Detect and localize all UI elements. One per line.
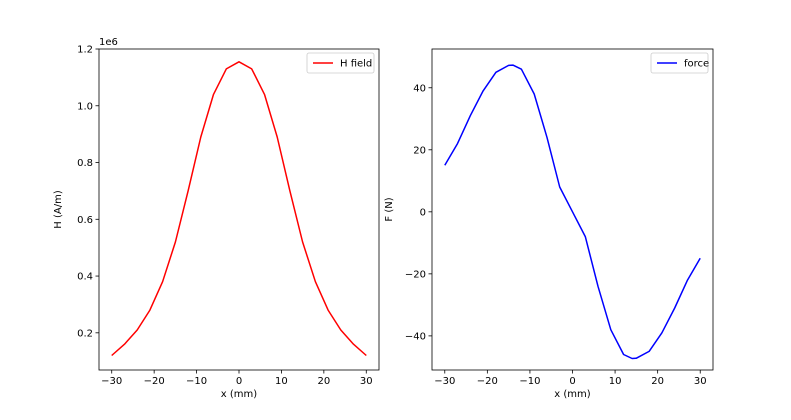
y-tick-label: 0.6 — [77, 215, 93, 226]
x-axis-label: x (mm) — [554, 389, 590, 400]
legend-box — [650, 52, 709, 74]
legend: force — [650, 52, 709, 74]
x-tick-label: 0 — [236, 376, 242, 387]
x-tick-label: 10 — [275, 376, 288, 387]
y-tick-label: 0.8 — [77, 158, 93, 169]
axes-frame — [431, 48, 714, 371]
subplot-1: −30 −20 −10 0 10 20 30 0.2 0.4 0.6 0.8 1.0 1.2 x (mm)… — [53, 37, 380, 400]
y-tick-label: −40 — [405, 331, 426, 342]
series-line-h-field — [111, 61, 367, 357]
series-line-force — [444, 64, 701, 360]
y-axis-label: F (N) — [384, 197, 395, 221]
x-tick-label: −30 — [101, 376, 122, 387]
legend-label: force — [684, 59, 709, 70]
y-axis-label: H (A/m) — [53, 190, 64, 229]
y-tick-label: 20 — [413, 145, 426, 156]
x-tick-label: −20 — [477, 376, 498, 387]
x-tick-label: 10 — [609, 376, 622, 387]
y-tick-label: 0 — [420, 207, 426, 218]
x-tick-label: 20 — [317, 376, 330, 387]
x-tick-label: −30 — [434, 376, 455, 387]
axes-frame — [98, 48, 380, 371]
x-tick-label: 20 — [651, 376, 664, 387]
offset-text: 1e6 — [99, 37, 118, 48]
legend: H field — [306, 52, 375, 74]
subplot-2: −30 −20 −10 0 10 20 30 −40 −20 0 20 40 x (mm) F (N) fo… — [384, 48, 714, 400]
x-axis-label: x (mm) — [221, 389, 257, 400]
y-tick-label: −20 — [405, 269, 426, 280]
y-tick-label: 1.0 — [77, 101, 93, 112]
y-tick-label: 0.2 — [77, 328, 93, 339]
x-tick-label: 30 — [694, 376, 707, 387]
y-tick-label: 0.4 — [77, 272, 93, 283]
x-tick-label: 30 — [360, 376, 373, 387]
legend-box — [306, 52, 375, 74]
x-tick-label: 0 — [569, 376, 575, 387]
x-tick-label: −10 — [519, 376, 540, 387]
y-tick-label: 1.2 — [77, 45, 93, 56]
y-tick-label: 40 — [413, 83, 426, 94]
x-tick-label: −10 — [186, 376, 207, 387]
x-tick-label: −20 — [144, 376, 165, 387]
legend-label: H field — [340, 59, 372, 70]
